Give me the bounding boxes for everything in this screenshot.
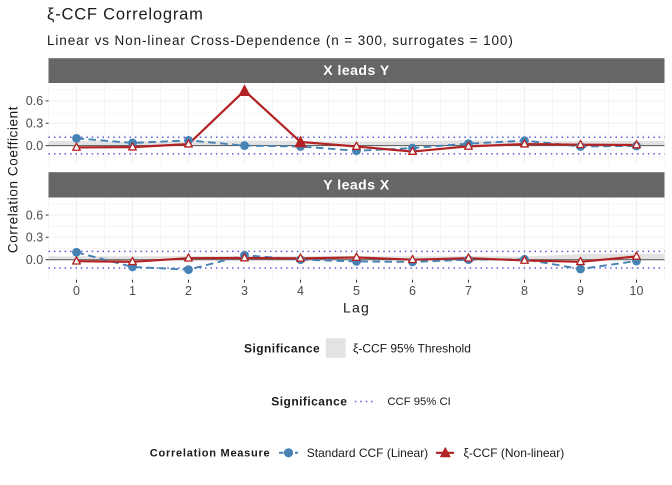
svg-text:2: 2 bbox=[185, 284, 192, 298]
svg-text:1: 1 bbox=[129, 284, 136, 298]
svg-text:ξ-CCF Correlogram: ξ-CCF Correlogram bbox=[47, 6, 204, 24]
svg-text:Lag: Lag bbox=[343, 299, 370, 315]
svg-text:7: 7 bbox=[465, 284, 472, 298]
svg-text:Significance: Significance bbox=[271, 395, 347, 409]
svg-text:4: 4 bbox=[297, 284, 304, 298]
svg-text:Significance: Significance bbox=[244, 341, 320, 355]
svg-text:6: 6 bbox=[409, 284, 416, 298]
svg-text:Linear vs Non-linear Cross-Dep: Linear vs Non-linear Cross-Dependence (n… bbox=[47, 33, 514, 48]
svg-text:Y leads X: Y leads X bbox=[323, 177, 390, 193]
svg-text:CCF 95% CI: CCF 95% CI bbox=[387, 396, 450, 408]
svg-text:0.0: 0.0 bbox=[26, 139, 43, 153]
svg-text:3: 3 bbox=[241, 284, 248, 298]
svg-text:5: 5 bbox=[353, 284, 360, 298]
svg-text:Standard CCF (Linear): Standard CCF (Linear) bbox=[307, 446, 428, 460]
svg-text:Correlation Coefficient: Correlation Coefficient bbox=[6, 106, 21, 253]
svg-text:0.3: 0.3 bbox=[26, 231, 43, 245]
svg-text:0.3: 0.3 bbox=[26, 117, 43, 131]
svg-text:0.6: 0.6 bbox=[26, 94, 43, 108]
svg-text:0.0: 0.0 bbox=[26, 253, 43, 267]
svg-text:8: 8 bbox=[521, 284, 528, 298]
svg-text:Correlation Measure: Correlation Measure bbox=[150, 448, 271, 460]
svg-text:0: 0 bbox=[73, 284, 80, 298]
svg-text:ξ-CCF (Non-linear): ξ-CCF (Non-linear) bbox=[464, 446, 565, 460]
svg-text:ξ-CCF 95% Threshold: ξ-CCF 95% Threshold bbox=[353, 341, 471, 355]
svg-text:0.6: 0.6 bbox=[26, 208, 43, 222]
svg-text:X leads Y: X leads Y bbox=[323, 62, 390, 78]
svg-text:10: 10 bbox=[630, 284, 644, 298]
svg-text:9: 9 bbox=[577, 284, 584, 298]
